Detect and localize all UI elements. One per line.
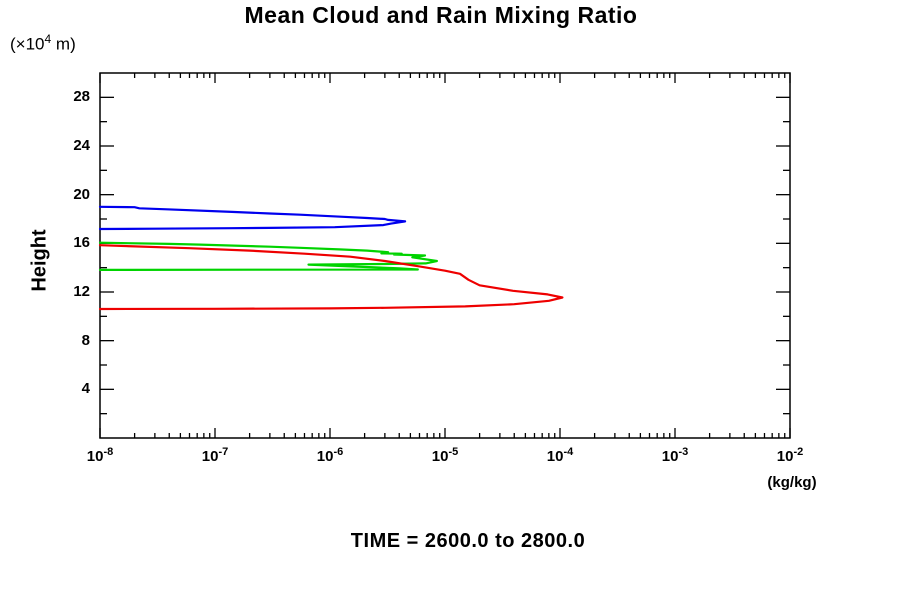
y-unit-exponent: 4 [44,32,52,46]
x-axis-unit-label: (kg/kg) [767,474,817,491]
time-annotation: TIME = 2600.0 to 2800.0 [350,530,586,552]
series-green-profile-line [98,241,438,271]
chart-title: Mean Cloud and Rain Mixing Ratio [244,2,638,28]
y-unit-suffix: m) [51,34,76,54]
tick-marks [99,73,791,438]
y-unit-prefix: (×10 [10,34,45,54]
series-red-profile-line [98,244,564,311]
axis-frame [99,72,791,439]
series-blue-profile-line [98,205,407,231]
y-axis-unit-label: (×104 m) [10,32,76,55]
